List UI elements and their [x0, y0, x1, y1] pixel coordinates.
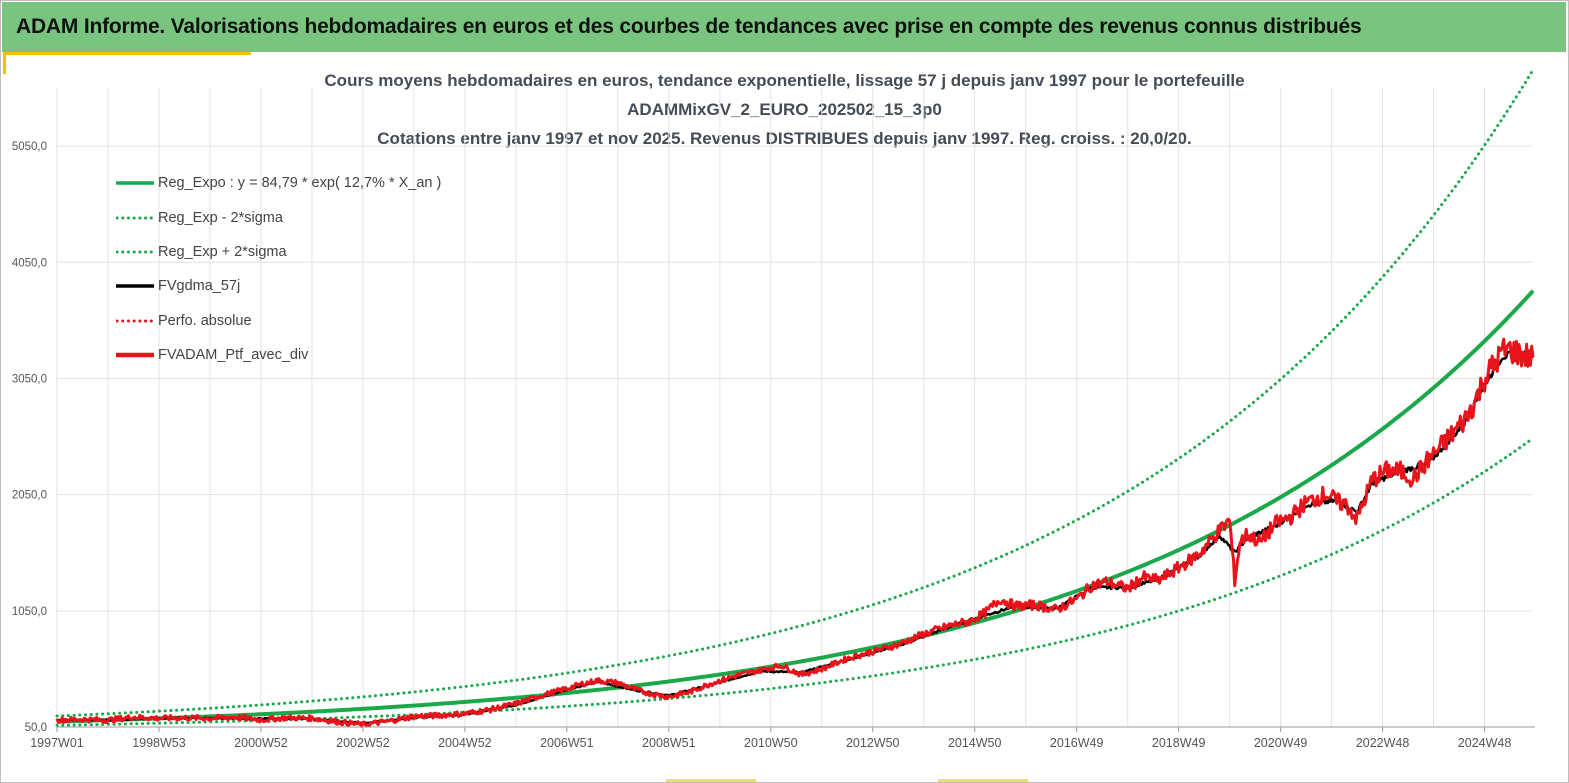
- legend-label: Reg_Exp - 2*sigma: [158, 209, 283, 226]
- y-tick-label: 5050,0: [12, 141, 47, 153]
- x-tick-label: 2024W48: [1458, 736, 1512, 750]
- accent-bar-left: [3, 52, 6, 74]
- chart-legend: Reg_Expo : y = 84,79 * exp( 12,7% * X_an…: [116, 166, 441, 372]
- legend-item-perfo-absolue: Perfo. absolue: [116, 304, 441, 338]
- chart-title-line-1: Cours moyens hebdomadaires en euros, ten…: [324, 71, 1245, 90]
- legend-swatch-solid-green: [116, 181, 154, 185]
- chart-series: [55, 68, 1535, 728]
- legend-item-reg-exp-plus: Reg_Exp + 2*sigma: [116, 235, 441, 269]
- legend-label: Perfo. absolue: [158, 312, 252, 329]
- y-tick-label: 4050,0: [12, 257, 47, 269]
- x-tick-label: 2010W50: [744, 736, 798, 750]
- chart-axes: 50,0 1050,0 2050,0 3050,0 4050,0 5050,0 1997W0…: [12, 141, 1535, 750]
- x-tick-label: 2020W49: [1254, 736, 1308, 750]
- legend-swatch-dotted-red: [116, 319, 154, 323]
- x-tick-label: 2018W49: [1152, 736, 1206, 750]
- x-tick-label: 2012W50: [846, 736, 900, 750]
- legend-swatch-solid-black: [116, 284, 154, 289]
- series-fvgdma-57j: [56, 349, 1535, 726]
- series-reg-exp-plus-2-sigma: [55, 68, 1535, 718]
- legend-item-reg-exp-minus: Reg_Exp - 2*sigma: [116, 200, 441, 234]
- x-tick-label: 1997W01: [30, 736, 84, 750]
- series-reg-exp-minus-2-sigma: [55, 436, 1535, 727]
- legend-swatch-dotted-green: [116, 216, 154, 220]
- accent-bar: [3, 52, 251, 55]
- series-fvadam-ptf-avec-div: [55, 337, 1535, 728]
- y-tick-label: 1050,0: [12, 606, 47, 618]
- chart-grid: [56, 88, 1533, 727]
- x-tick-label: 2004W52: [438, 736, 492, 750]
- series-reg-expo: [57, 289, 1535, 724]
- x-tick-label: 2014W50: [948, 736, 1002, 750]
- page-title: ADAM Informe. Valorisations hebdomadaire…: [16, 15, 1362, 38]
- chart-title-line-3: Cotations entre janv 1997 et nov 2025. R…: [377, 129, 1192, 148]
- legend-label: Reg_Expo : y = 84,79 * exp( 12,7% * X_an…: [158, 175, 442, 192]
- legend-item-fvadam-ptf: FVADAM_Ptf_avec_div: [116, 338, 441, 372]
- legend-label: Reg_Exp + 2*sigma: [158, 243, 287, 260]
- y-tick-label: 3050,0: [12, 373, 47, 385]
- legend-item-fvgdma: FVgdma_57j: [116, 269, 441, 303]
- x-tick-label: 2016W49: [1050, 736, 1104, 750]
- legend-item-reg-expo: Reg_Expo : y = 84,79 * exp( 12,7% * X_an…: [116, 166, 441, 200]
- legend-label: FVgdma_57j: [158, 278, 241, 295]
- x-tick-label: 2008W51: [642, 736, 696, 750]
- x-tick-label: 2002W52: [336, 736, 390, 750]
- legend-label: FVADAM_Ptf_avec_div: [158, 347, 309, 364]
- x-tick-label: 2022W48: [1356, 736, 1410, 750]
- x-tick-label: 1998W53: [132, 736, 186, 750]
- header-banner: ADAM Informe. Valorisations hebdomadaire…: [2, 2, 1566, 52]
- x-tick-label: 2006W51: [540, 736, 594, 750]
- x-tick-label: 2000W52: [234, 736, 288, 750]
- legend-swatch-thick-red: [116, 352, 154, 358]
- y-tick-label: 50,0: [25, 722, 47, 734]
- chart-title-line-2: ADAMMixGV_2_EURO_202502_15_3p0: [627, 100, 942, 119]
- accent-bar-bottom: [938, 779, 1028, 782]
- legend-swatch-dotted-green: [116, 250, 154, 254]
- accent-bar-bottom: [666, 779, 756, 782]
- y-tick-label: 2050,0: [12, 490, 47, 502]
